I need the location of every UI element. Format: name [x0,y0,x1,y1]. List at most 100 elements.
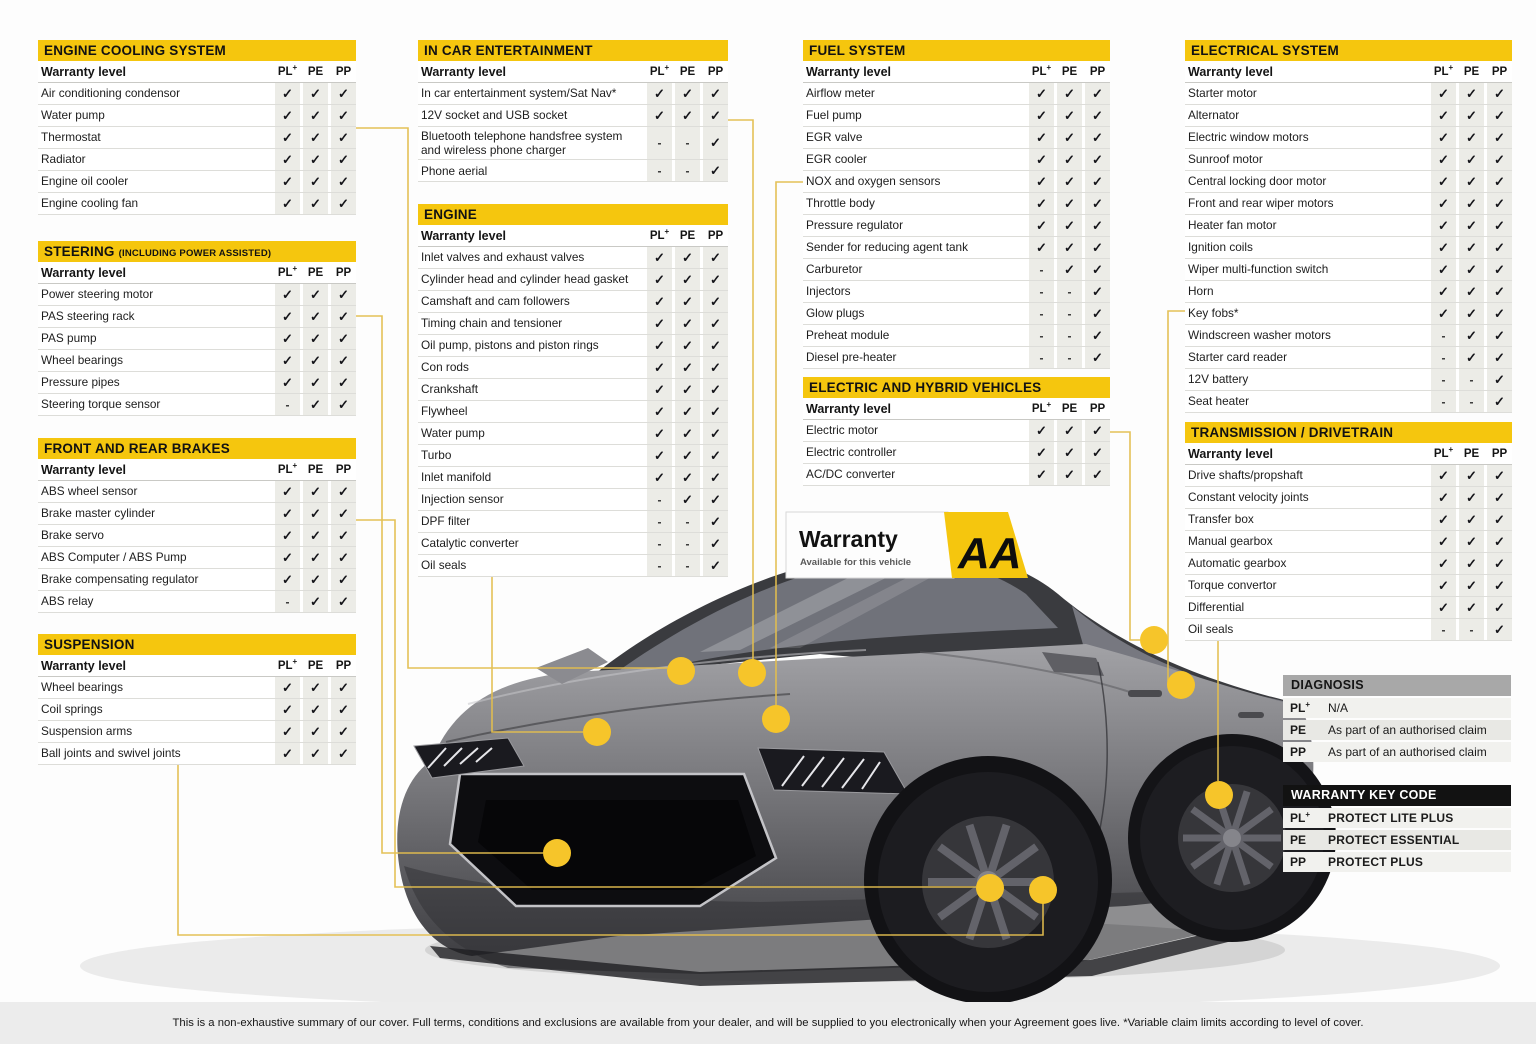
check-mark: ✓ [331,677,356,698]
callout-dots [543,626,1233,904]
table-row: Turbo ✓ ✓ ✓ [418,445,728,467]
column-code: PL+ [277,63,298,78]
check-mark: ✓ [1057,127,1082,148]
check-mark: ✓ [1057,171,1082,192]
row-label: Electric window motors [1188,130,1309,145]
table-row: Windscreen washer motors - ✓ ✓ [1185,325,1512,347]
table-header: ENGINE COOLING SYSTEM [38,40,356,61]
roof-sign-title: Warranty [799,526,898,552]
table-subheader: Warranty level PL+ PE PP [1185,61,1512,83]
aa-logo: AA [957,529,1022,578]
check-mark: ✓ [1487,531,1512,552]
check-mark: ✓ [703,269,728,290]
callout-dot-front-wheel-right [1029,876,1057,904]
row-label: Engine cooling fan [41,196,139,211]
check-mark: ✓ [1487,597,1512,618]
table-header: IN CAR ENTERTAINMENT [418,40,728,61]
row-label: Crankshaft [421,382,479,397]
dash-mark: - [675,127,700,160]
row-label: Automatic gearbox [1188,556,1287,571]
check-mark: ✓ [1085,193,1110,214]
row-label: EGR valve [806,130,863,145]
row-label: Constant velocity joints [1188,490,1309,505]
check-mark: ✓ [1431,171,1456,192]
row-label: Bluetooth telephone handsfree system and… [421,129,623,158]
column-code: PP [707,230,724,242]
check-mark: ✓ [1085,127,1110,148]
check-mark: ✓ [275,569,300,590]
table-row: Throttle body ✓ ✓ ✓ [803,193,1110,215]
dash-mark: - [1459,391,1484,412]
check-mark: ✓ [331,547,356,568]
warranty-level-label: Warranty level [41,266,126,280]
check-mark: ✓ [647,291,672,312]
check-mark: ✓ [331,83,356,104]
dash-mark: - [1029,303,1054,324]
row-label: Camshaft and cam followers [421,294,570,309]
check-mark: ✓ [303,306,328,327]
check-mark: ✓ [303,171,328,192]
row-label: Central locking door motor [1188,174,1327,189]
check-mark: ✓ [1459,303,1484,324]
check-mark: ✓ [303,699,328,720]
column-code: PE [307,267,324,279]
callout-dot-mirror [1140,626,1168,654]
row-label: Inlet manifold [421,470,492,485]
check-mark: ✓ [331,525,356,546]
check-mark: ✓ [1487,325,1512,346]
table-row: ABS relay - ✓ ✓ [38,591,356,613]
check-mark: ✓ [1029,171,1054,192]
row-label: Throttle body [806,196,875,211]
check-mark: ✓ [1085,171,1110,192]
check-mark: ✓ [1029,237,1054,258]
callout-dot-windscreen-left [667,657,695,685]
table-row: Carburetor - ✓ ✓ [803,259,1110,281]
dash-mark: - [1029,325,1054,346]
check-mark: ✓ [703,335,728,356]
check-mark: ✓ [1029,127,1054,148]
check-mark: ✓ [1085,215,1110,236]
check-mark: ✓ [303,284,328,305]
row-label: Transfer box [1188,512,1254,527]
kv-row: PE As part of an authorised claim [1283,720,1511,740]
check-mark: ✓ [647,313,672,334]
check-mark: ✓ [1057,420,1082,441]
dash-mark: - [1029,281,1054,302]
check-mark: ✓ [1029,193,1054,214]
table-row: Oil pump, pistons and piston rings ✓ ✓ ✓ [418,335,728,357]
table-row: Bluetooth telephone handsfree system and… [418,127,728,161]
check-mark: ✓ [675,401,700,422]
table-subheader: Warranty level PL+ PE PP [1185,443,1512,465]
table-title: IN CAR ENTERTAINMENT [424,43,593,58]
check-mark: ✓ [1057,105,1082,126]
check-mark: ✓ [1487,487,1512,508]
column-code: PE [1463,448,1480,460]
row-label: Brake master cylinder [41,506,156,521]
table-in-car-entertainment: IN CAR ENTERTAINMENT Warranty level PL+ PE P… [418,40,728,183]
table-row: Ignition coils ✓ ✓ ✓ [1185,237,1512,259]
row-label: Windscreen washer motors [1188,328,1331,343]
check-mark: ✓ [303,721,328,742]
check-mark: ✓ [1029,105,1054,126]
column-code: PL+ [277,657,298,672]
check-mark: ✓ [331,105,356,126]
column-code: PL+ [649,63,670,78]
check-mark: ✓ [331,481,356,502]
dash-mark: - [647,533,672,554]
check-mark: ✓ [1431,105,1456,126]
row-label: Timing chain and tensioner [421,316,563,331]
table-row: Drive shafts/propshaft ✓ ✓ ✓ [1185,465,1512,487]
check-mark: ✓ [331,721,356,742]
kv-row: PP PROTECT PLUS [1283,852,1511,872]
row-label: Pressure pipes [41,375,120,390]
check-mark: ✓ [331,284,356,305]
dash-mark: - [675,160,700,182]
check-mark: ✓ [675,313,700,334]
table-row: Wheel bearings ✓ ✓ ✓ [38,677,356,699]
check-mark: ✓ [1459,465,1484,486]
table-row: Starter card reader - ✓ ✓ [1185,347,1512,369]
check-mark: ✓ [1085,105,1110,126]
table-row: PAS pump ✓ ✓ ✓ [38,328,356,350]
row-label: Brake compensating regulator [41,572,199,587]
warranty-level-label: Warranty level [41,65,126,79]
